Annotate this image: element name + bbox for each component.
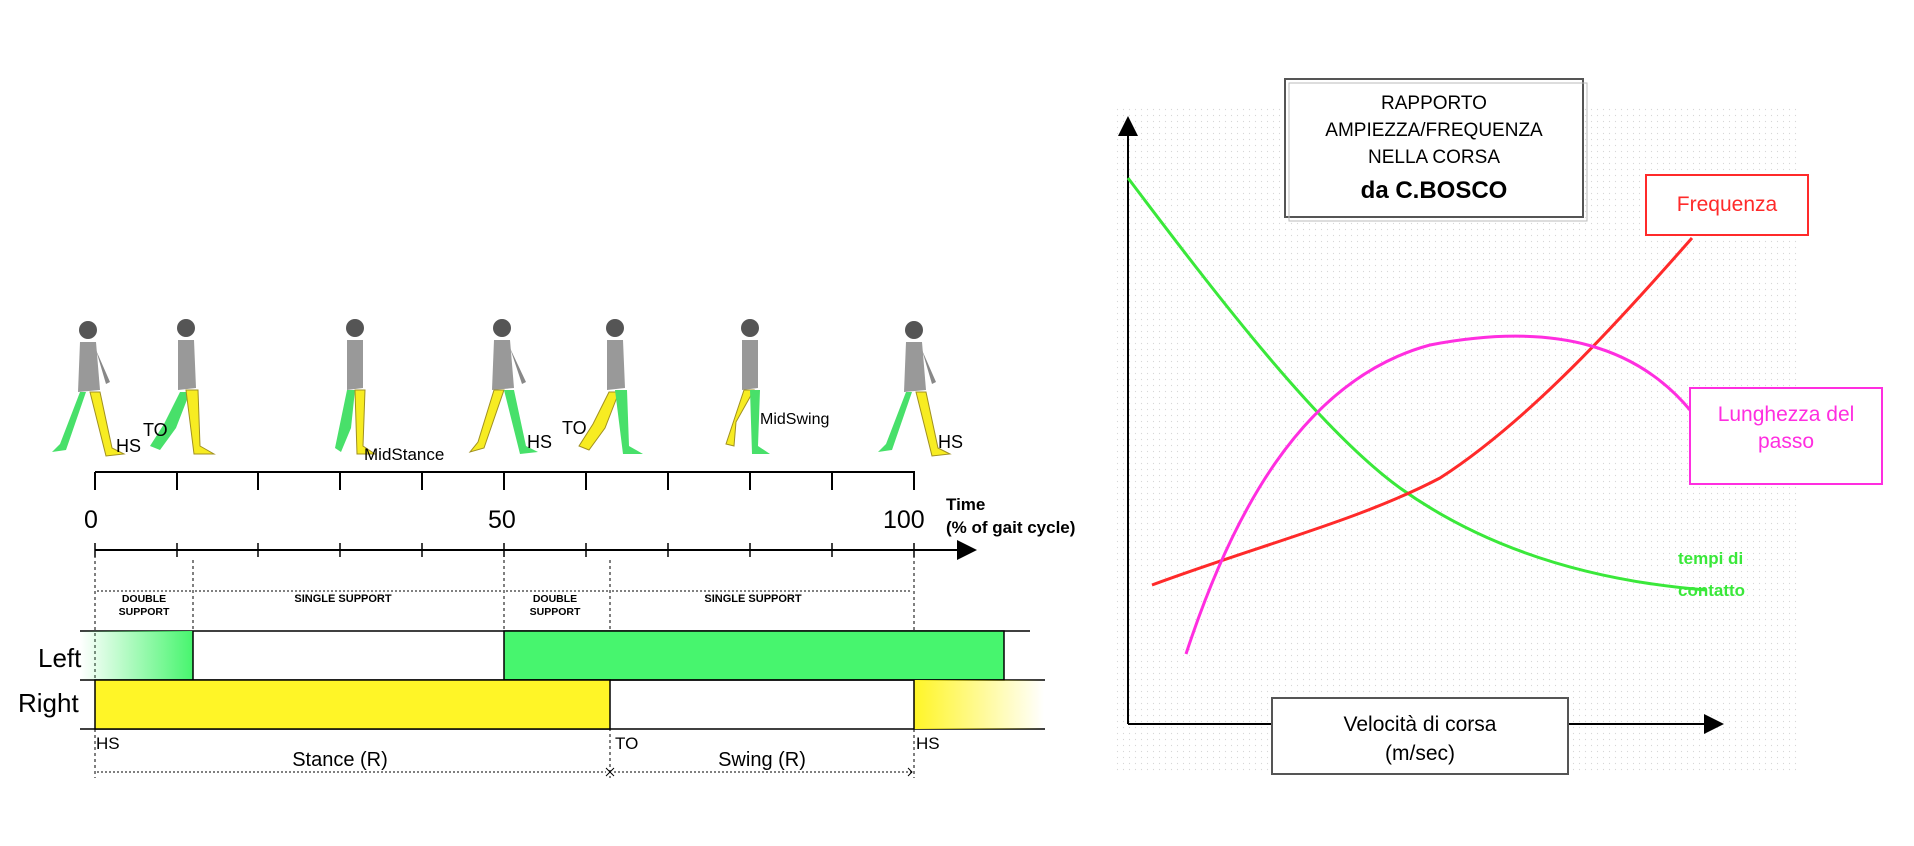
phase-label-midstance: MidStance [364,445,444,464]
axis-tick-label: 0 [84,506,98,534]
double-support-label: SUPPORT [530,606,581,618]
x-label-box [1271,697,1569,775]
bottom-label-hs: HS [916,734,940,753]
chart-title-line: RAPPORTO [1381,93,1487,114]
single-support-label: SINGLE SUPPORT [704,593,801,605]
lunghezza-label-line: Lunghezza del [1718,403,1855,426]
lunghezza-label-box [1689,387,1883,485]
tempi-label-line: tempi di [1678,549,1743,568]
walking-figure-6 [725,319,770,454]
chart-title-box [1284,78,1584,218]
walking-figure-4 [468,319,538,454]
phase-label-to: TO [143,420,168,440]
axis-title-line2: (% of gait cycle) [946,518,1075,537]
x-label-line: Velocità di corsa [1344,713,1497,736]
bosco-chart: RAPPORTO AMPIEZZA/FREQUENZA NELLA CORSA … [1112,78,1883,775]
gait-cycle-diagram: HS TO MidStance HS TO MidSwing HS 0 50 1… [18,319,1075,778]
double-support-label: SUPPORT [119,606,170,618]
left-bar-stance [503,630,1005,681]
walking-figure-3 [335,319,377,455]
walking-figure-1 [52,321,126,457]
double-support-label: DOUBLE [122,593,166,605]
bottom-label-hs: HS [96,734,120,753]
right-bar-stance [94,679,611,730]
lunghezza-passo-curve [1184,334,1692,655]
single-support-label: SINGLE SUPPORT [294,593,391,605]
lunghezza-label-line: passo [1758,430,1814,453]
chart-title-author: da C.BOSCO [1361,177,1508,204]
tempi-contatto-curve [1126,177,1707,592]
walking-figure-7 [878,321,952,457]
axis-tick-label: 50 [488,506,516,534]
walking-figure-2 [150,319,216,455]
row-label-left: Left [38,643,82,673]
chart-title-line: AMPIEZZA/FREQUENZA [1325,120,1543,141]
chart-title-line: NELLA CORSA [1368,147,1500,168]
frequenza-label: Frequenza [1677,193,1778,216]
phase-label-to: TO [562,418,587,438]
phase-label-midswing: MidSwing [760,411,829,428]
x-label-line: (m/sec) [1385,742,1455,765]
double-support-label: DOUBLE [533,593,577,605]
swing-label: Swing (R) [718,749,806,771]
frequenza-label-box [1645,174,1809,236]
walking-figure-5 [578,319,643,454]
row-label-right: Right [18,688,79,718]
time-axis-ticks [94,543,915,557]
ground-ticks [94,472,915,490]
left-bar-double-support [80,631,193,680]
right-bar-next-stance [914,680,1044,729]
axis-tick-label: 100 [883,506,925,534]
phase-label-hs: HS [527,432,552,452]
frequenza-curve [1151,237,1694,587]
bottom-label-to: TO [615,734,638,753]
stance-label: Stance (R) [292,749,388,771]
phase-label-hs: HS [938,432,963,452]
axis-title-line1: Time [946,495,985,514]
phase-label-hs: HS [116,436,141,456]
tempi-label-line: contatto [1678,581,1745,600]
